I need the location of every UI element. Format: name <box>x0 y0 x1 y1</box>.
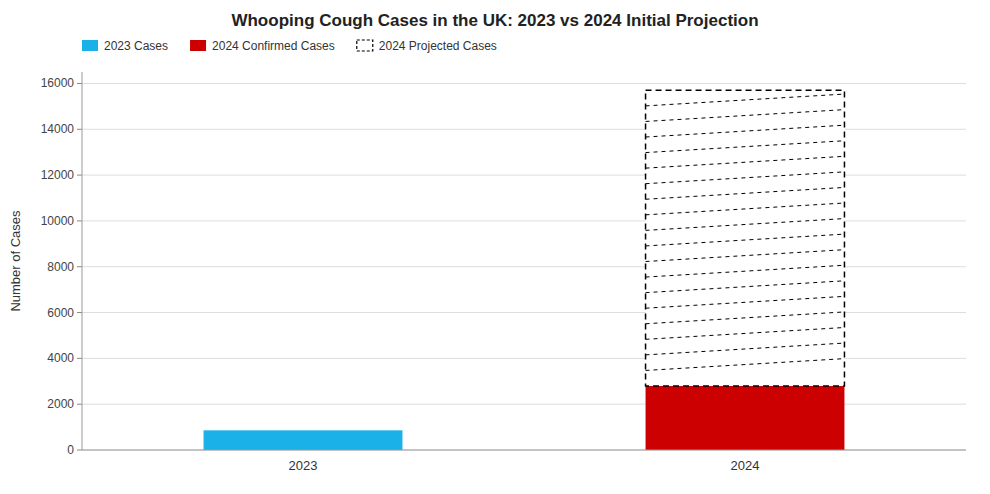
hatch-line <box>646 234 845 246</box>
tick-mark <box>77 450 82 451</box>
chart: Whooping Cough Cases in the UK: 2023 vs … <box>0 0 990 494</box>
tick-mark <box>77 312 82 313</box>
legend-label: 2024 Projected Cases <box>379 39 497 53</box>
tick-mark <box>77 220 82 221</box>
y-axis-label: Number of Cases <box>8 210 23 312</box>
category-label: 2023 <box>289 458 318 473</box>
category-label: 2024 <box>731 458 760 473</box>
hatch-line <box>646 156 845 168</box>
tick-label: 6000 <box>47 306 74 320</box>
bar <box>646 386 845 450</box>
legend-swatch <box>357 40 373 51</box>
hatch-line <box>646 125 845 137</box>
tick-mark <box>77 266 82 267</box>
hatch-line <box>646 141 845 153</box>
legend-item: 2023 Cases <box>82 39 168 53</box>
hatch-line <box>646 219 845 231</box>
legend: 2023 Cases 2024 Confirmed Cases 2024 Proje… <box>82 39 497 53</box>
grid <box>82 83 966 450</box>
hatch-line <box>646 296 845 308</box>
hatch-line <box>646 203 845 215</box>
legend-label: 2024 Confirmed Cases <box>212 39 335 53</box>
tick-label: 4000 <box>47 351 74 365</box>
hatch-line <box>646 110 845 122</box>
hatch-line <box>646 94 845 106</box>
x-axis-line <box>82 450 966 451</box>
bar <box>204 430 403 450</box>
legend-item: 2024 Confirmed Cases <box>190 39 335 53</box>
hatch-line <box>646 265 845 277</box>
tick-label: 8000 <box>47 260 74 274</box>
tick-mark <box>77 175 82 176</box>
legend-label: 2023 Cases <box>104 39 168 53</box>
tick-label: 14000 <box>41 122 75 136</box>
legend-swatch <box>82 40 98 51</box>
grid-line <box>82 450 966 451</box>
tick-label: 12000 <box>41 168 75 182</box>
hatch-line <box>646 187 845 199</box>
hatch-line <box>646 327 845 339</box>
y-axis-line <box>82 72 83 450</box>
tick-label: 10000 <box>41 214 75 228</box>
tick-label: 2000 <box>47 397 74 411</box>
hatch-line <box>646 281 845 293</box>
hatch-line <box>646 359 845 371</box>
tick-label: 16000 <box>41 76 75 90</box>
grid-line <box>82 83 966 84</box>
bar <box>646 90 845 386</box>
tick-mark <box>77 404 82 405</box>
tick-mark <box>77 83 82 84</box>
hatch-line <box>646 250 845 262</box>
bars <box>204 90 845 450</box>
legend-item: 2024 Projected Cases <box>357 39 497 53</box>
hatch-line <box>646 312 845 324</box>
tick-mark <box>77 129 82 130</box>
tick-label: 0 <box>67 443 74 457</box>
legend-swatch <box>190 40 206 51</box>
title: Whooping Cough Cases in the UK: 2023 vs … <box>231 11 758 30</box>
tick-mark <box>77 358 82 359</box>
hatch-line <box>646 172 845 184</box>
hatch-line <box>646 343 845 355</box>
